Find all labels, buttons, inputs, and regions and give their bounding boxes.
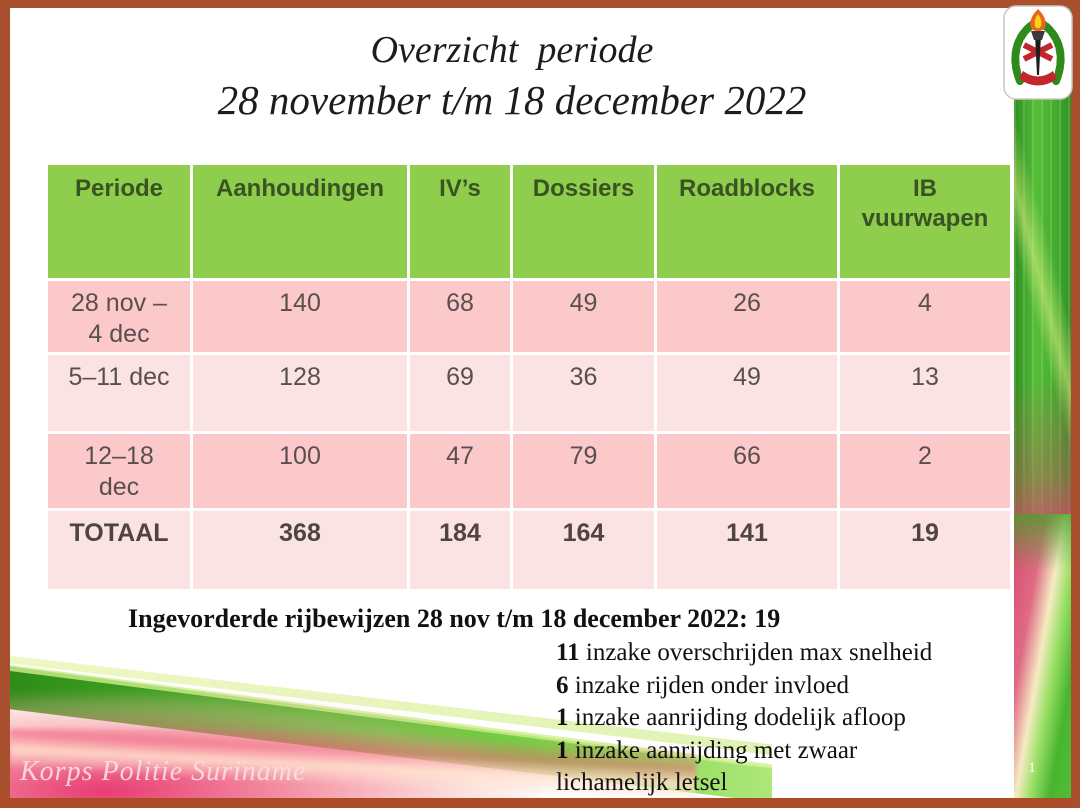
row-0-value-3: 26 [657,281,837,352]
row-1-value-2: 36 [513,355,654,431]
row-1-value-3: 49 [657,355,837,431]
rijbewijzen-item-1: 6 inzake rijden onder invloed [556,670,970,703]
watermark-korps-politie-suriname: Korps Politie Suriname [20,756,307,787]
row-0-value-0: 140 [193,281,407,352]
rijbewijzen-heading: Ingevorderde rijbewijzen 28 nov t/m 18 d… [128,604,781,633]
row-2-value-2: 79 [513,434,654,508]
row-2-value-1: 47 [410,434,510,508]
row-0-periode: 28 nov – 4 dec [48,281,190,352]
slide-page-number: 1 [1028,760,1036,776]
row-0-value-4: 4 [840,281,1010,352]
total-row-label: TOTAAL [48,511,190,589]
column-header-4: Roadblocks [657,165,837,278]
rijbewijzen-item-count-1: 6 [556,671,569,699]
row-1-periode: 5–11 dec [48,355,190,431]
row-2-value-4: 2 [840,434,1010,508]
total-row-value-2: 164 [513,511,654,589]
row-1-value-4: 13 [840,355,1010,431]
rijbewijzen-item-text-3: inzake aanrijding met zwaar lichamelijk … [556,736,858,797]
border-right [1071,0,1080,808]
column-header-0: Periode [48,165,190,278]
title-line-2: 28 november t/m 18 december 2022 [217,77,807,123]
row-0-value-1: 68 [410,281,510,352]
row-1-value-0: 128 [193,355,407,431]
row-2-periode: 12–18 dec [48,434,190,508]
border-left [0,0,10,808]
border-bottom [0,798,1080,808]
total-row-value-0: 368 [193,511,407,589]
rijbewijzen-item-text-1: inzake rijden onder invloed [568,671,849,699]
rijbewijzen-item-count-3: 1 [556,736,569,764]
row-2-value-3: 66 [657,434,837,508]
total-row-value-4: 19 [840,511,1010,589]
rijbewijzen-item-text-0: inzake overschrijden max snelheid [579,639,933,666]
rijbewijzen-item-3: 1 inzake aanrijding met zwaar lichamelij… [556,735,970,800]
rijbewijzen-list: 11 inzake overschrijden max snelheid 6 in… [556,637,970,800]
column-header-1: Aanhoudingen [193,165,407,278]
right-decorative-band [1014,8,1071,798]
swoosh-pink-streak [10,729,696,798]
police-emblem-logo [1003,5,1073,100]
border-top [0,0,1080,8]
rijbewijzen-item-2: 1 inzake aanrijding dodelijk afloop [556,702,970,735]
column-header-3: Dossiers [513,165,654,278]
slide-title: Overzicht periode 28 november t/m 18 dec… [10,26,1014,126]
stats-table: Periode Aanhoudingen IV’s Dossiers Roadblock… [48,165,1010,589]
column-header-5: IB vuurwapen [840,165,1010,278]
rijbewijzen-item-count-2: 1 [556,704,569,731]
title-line-1: Overzicht periode [370,29,654,71]
row-1-value-1: 69 [410,355,510,431]
row-2-value-0: 100 [193,434,407,508]
total-row-value-3: 141 [657,511,837,589]
column-header-2: IV’s [410,165,510,278]
row-0-value-2: 49 [513,281,654,352]
bottom-swoosh-artwork [10,645,772,798]
police-emblem-icon [1003,5,1073,100]
rijbewijzen-item-0: 11 inzake overschrijden max snelheid [556,637,970,670]
rijbewijzen-item-count-0: 11 [556,639,580,666]
total-row-value-1: 184 [410,511,510,589]
band-pink-section [1014,513,1071,798]
rijbewijzen-item-text-2: inzake aanrijding dodelijk afloop [568,704,906,731]
